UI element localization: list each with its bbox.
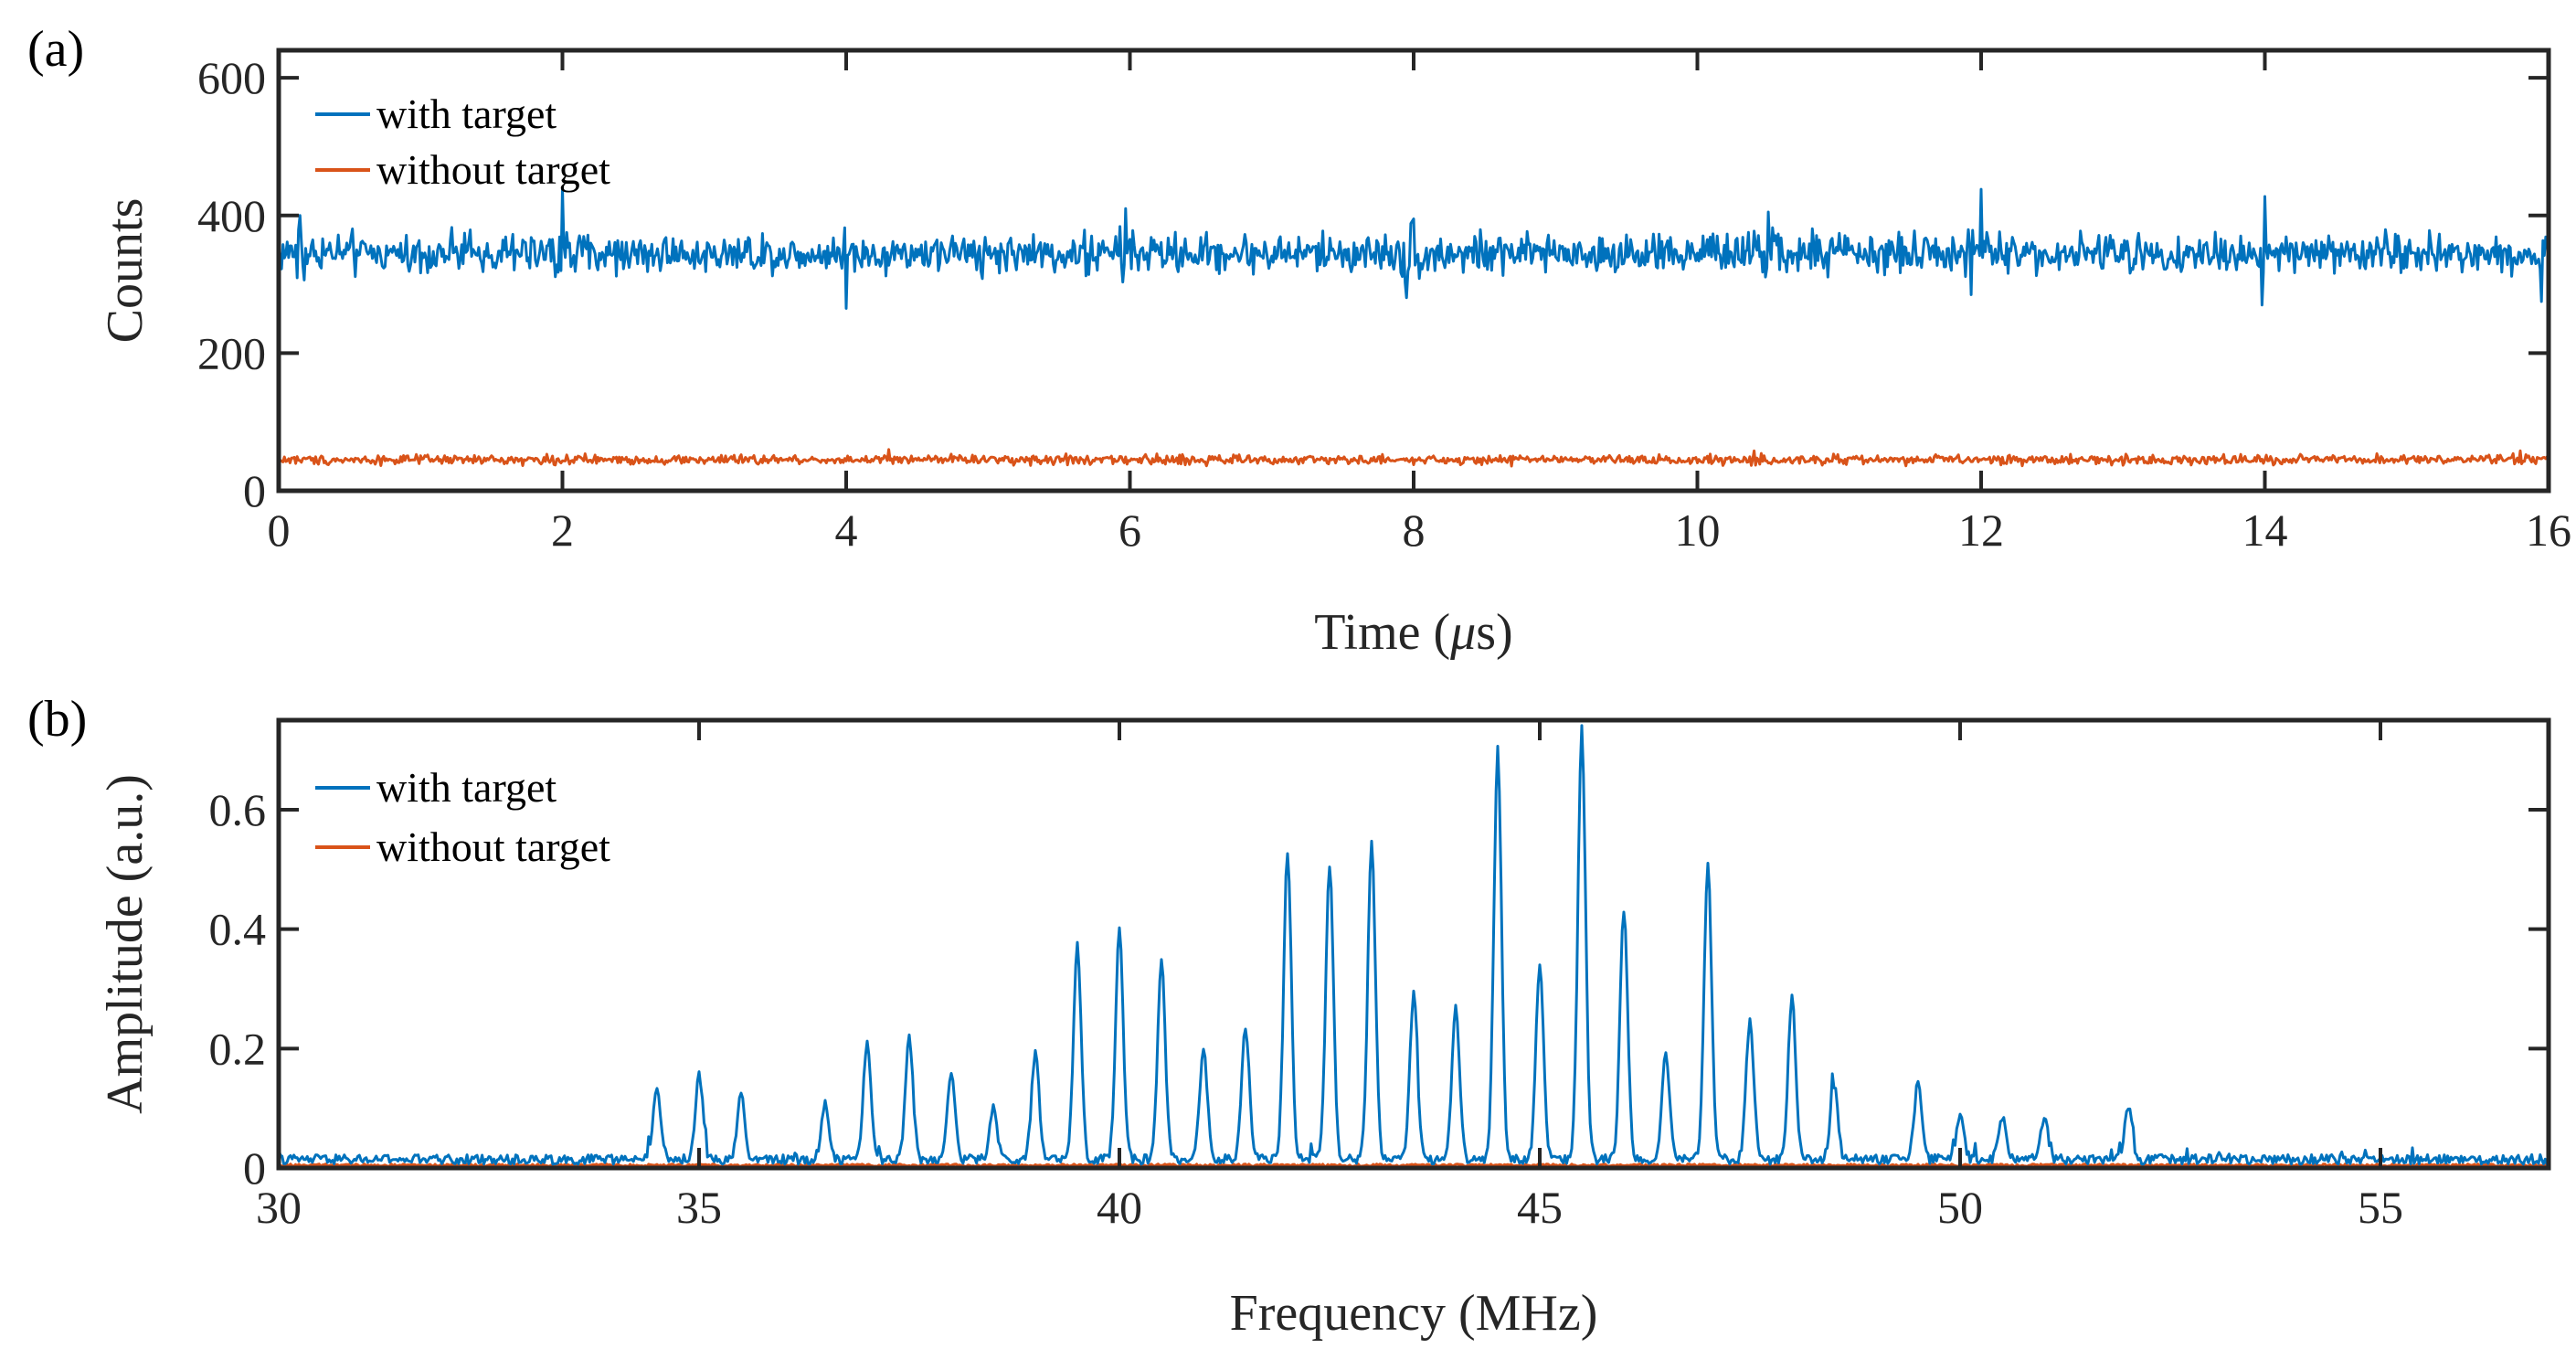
panel-a-ytick-label: 400 [197, 190, 266, 241]
panel-a-xlabel-mu: μ [1449, 604, 1476, 661]
panel-a-legend: with target without target [315, 90, 610, 193]
panel-b-xlabel: Frequency (MHz) [1230, 1285, 1598, 1342]
panel-b-ytick-label: 0 [243, 1142, 266, 1194]
panel-b-xtick-label: 30 [256, 1182, 302, 1233]
panel-a-label: (a) [27, 21, 84, 78]
panel-a-xlabel: Time (μs) [1314, 604, 1512, 661]
panel-b-xtick-label: 50 [1937, 1182, 1983, 1233]
panel-a-time-trace: (a) 0 2 4 6 8 10 12 14 16 0 200 400 600 Counts Time … [27, 21, 2571, 661]
panel-b-label: (b) [27, 691, 87, 748]
panel-a-xtick-label: 10 [1675, 504, 1721, 556]
panel-a-ytick-label: 0 [243, 465, 266, 516]
panel-b-ylabel: Amplitude (a.u.) [97, 774, 154, 1114]
panel-b-series-without-target [279, 1163, 2549, 1168]
panel-b-ytick-label: 0.4 [209, 904, 267, 955]
panel-a-xtick-label: 6 [1118, 504, 1141, 556]
panel-a-xtick-label: 4 [835, 504, 858, 556]
panel-b-legend-without-target: without target [376, 823, 610, 870]
panel-b-legend-with-target: with target [376, 764, 557, 811]
panel-a-series-with-target [279, 186, 2549, 310]
panel-a-axes-box [276, 48, 2551, 494]
panel-a-legend-with-target: with target [376, 90, 557, 137]
panel-a-ytick-label: 200 [197, 327, 266, 378]
panel-a-legend-without-target: without target [376, 146, 610, 193]
panel-a-ticks: 0 2 4 6 8 10 12 14 16 0 200 400 600 [197, 50, 2571, 556]
panel-b-legend: with target without target [315, 764, 610, 870]
panel-a-series-without-target [279, 448, 2549, 468]
panel-a-xtick-label: 2 [551, 504, 574, 556]
panel-b-xtick-label: 45 [1517, 1182, 1563, 1233]
panel-a-plot-area [279, 186, 2549, 468]
panel-b-ticks: 30 35 40 45 50 55 0 0.2 0.4 0.6 [209, 720, 2549, 1233]
panel-a-xtick-label: 14 [2242, 504, 2288, 556]
panel-b-xtick-label: 35 [676, 1182, 722, 1233]
panel-a-ytick-label: 600 [197, 52, 266, 103]
panel-a-xtick-label: 0 [268, 504, 291, 556]
panel-a-xtick-label: 8 [1403, 504, 1426, 556]
panel-b-series-with-target [279, 724, 2549, 1166]
panel-a-xlabel-suffix: s) [1476, 604, 1512, 661]
panel-a-xtick-label: 12 [1958, 504, 2004, 556]
panel-b-ytick-label: 0.2 [209, 1023, 267, 1074]
panel-a-xtick-label: 16 [2526, 504, 2571, 556]
panel-b-plot-area [279, 724, 2549, 1168]
panel-b-axes-box [276, 717, 2551, 1171]
panel-a-xlabel-prefix: Time ( [1314, 604, 1450, 661]
panel-b-spectrum: (b) 30 35 40 45 50 55 0 0.2 0.4 0.6 Amplitude (a.… [27, 691, 2551, 1342]
panel-b-xtick-label: 40 [1097, 1182, 1142, 1233]
panel-a-ylabel: Counts [97, 198, 154, 344]
panel-b-xtick-label: 55 [2358, 1182, 2403, 1233]
panel-b-ytick-label: 0.6 [209, 784, 267, 835]
